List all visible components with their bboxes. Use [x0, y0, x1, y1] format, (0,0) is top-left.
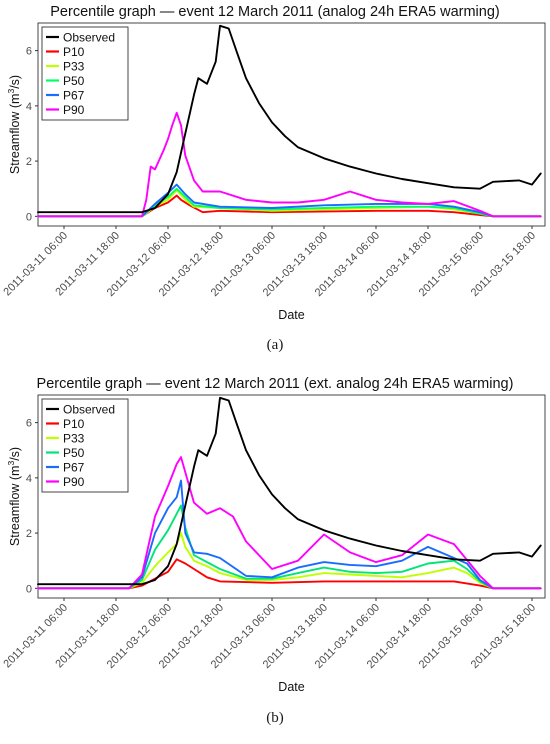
chart-title: Percentile graph — event 12 March 2011 (… — [37, 376, 514, 392]
y-tick-label: 4 — [26, 473, 32, 485]
panel-label-a: (a) — [266, 337, 284, 353]
x-axis-label: Date — [278, 308, 304, 322]
series-line-observed — [37, 24, 542, 214]
y-tick-label: 6 — [26, 418, 32, 430]
x-axis-label: Date — [278, 680, 304, 694]
y-axis-label-text: Streamflow (m — [8, 94, 22, 175]
legend-label-observed: Observed — [63, 403, 115, 417]
y-axis-label-text: Streamflow (m — [8, 466, 22, 547]
y-tick-label: 2 — [26, 156, 32, 168]
y-tick-label: 6 — [26, 46, 32, 58]
legend-label-p33: P33 — [63, 432, 85, 446]
y-tick-label: 0 — [26, 211, 32, 223]
legend-label-p10: P10 — [63, 45, 85, 59]
series-line-p33 — [37, 532, 542, 590]
y-axis-label: Streamflow (m3/s) — [6, 447, 22, 546]
y-axis-label-unit: /s) — [8, 447, 22, 461]
legend-label-p90: P90 — [63, 103, 85, 117]
legend-label-p67: P67 — [63, 89, 85, 103]
y-axis-label-unit: /s) — [8, 75, 22, 89]
y-axis-label: Streamflow (m3/s) — [6, 75, 22, 174]
legend-label-p90: P90 — [63, 475, 85, 489]
plot-frame — [37, 394, 546, 599]
series-line-p67 — [37, 183, 542, 218]
y-tick-label: 0 — [26, 583, 32, 595]
series-line-p90 — [37, 111, 542, 218]
legend-label-p50: P50 — [63, 446, 85, 460]
y-axis-label-superscript: 3 — [6, 89, 16, 94]
series-line-observed — [37, 396, 542, 586]
plot-frame — [37, 22, 546, 227]
y-tick-label: 2 — [26, 528, 32, 540]
legend-label-p10: P10 — [63, 417, 85, 431]
legend-label-p33: P33 — [63, 60, 85, 74]
legend-label-p50: P50 — [63, 74, 85, 88]
legend-box — [41, 26, 129, 121]
legend-label-observed: Observed — [63, 31, 115, 45]
chart-b: Percentile graph — event 12 March 2011 (… — [1, 376, 546, 694]
legend-label-p67: P67 — [63, 461, 85, 475]
chart-a: Percentile graph — event 12 March 2011 (… — [1, 4, 546, 322]
panel-label-b: (b) — [266, 710, 284, 726]
series-line-p50 — [37, 504, 542, 590]
y-axis-label-superscript: 3 — [6, 461, 16, 466]
series-line-p10 — [37, 194, 542, 218]
legend-box — [41, 398, 129, 493]
chart-title: Percentile graph — event 12 March 2011 (… — [50, 4, 499, 20]
series-line-p90 — [37, 456, 542, 590]
y-tick-label: 4 — [26, 101, 32, 113]
